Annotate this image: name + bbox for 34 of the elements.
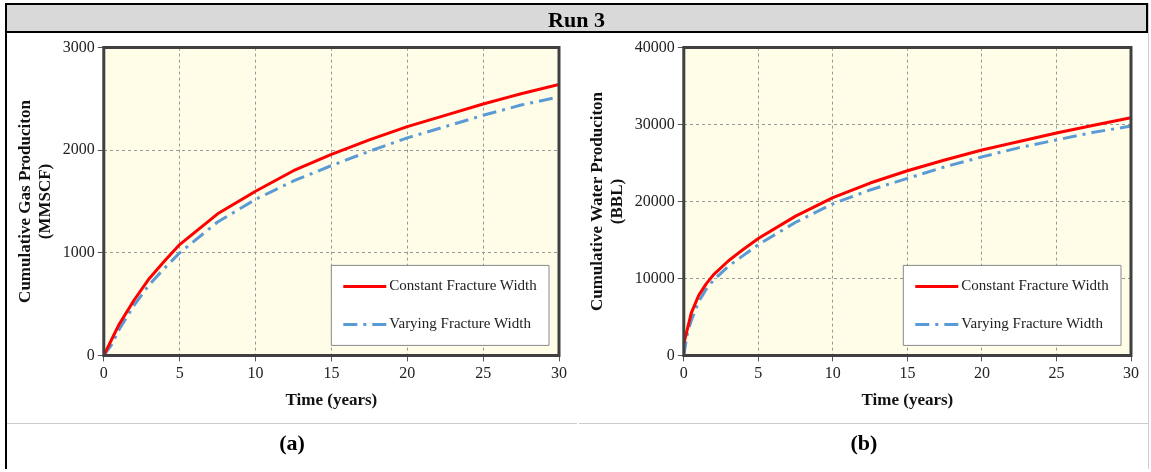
y-tick-label: 1000 <box>62 243 95 260</box>
x-tick-label: 20 <box>973 364 990 382</box>
y-tick-label: 0 <box>666 345 675 363</box>
x-tick-label: 15 <box>323 364 340 382</box>
legend-label: Constant Fracture Width <box>389 277 538 294</box>
y-tick-label: 40000 <box>634 37 675 55</box>
y-tick-label: 10000 <box>634 268 675 286</box>
x-tick-label: 5 <box>175 364 184 382</box>
text: (b) <box>579 423 1149 456</box>
x-tick-label: 15 <box>899 364 916 382</box>
text: (a) <box>7 423 577 456</box>
y-tick-label: 20000 <box>634 191 675 209</box>
x-tick-label: 10 <box>824 364 841 382</box>
x-tick-label: 10 <box>247 364 264 382</box>
y-tick-label: 3000 <box>62 37 95 55</box>
y-axis-title: Cumulative Gas Produciton (MMSCF) <box>14 99 54 303</box>
x-axis-title: Time (years) <box>285 390 378 410</box>
x-tick-label: 30 <box>1123 364 1139 382</box>
legend-label: Constant Fracture Width <box>961 277 1110 294</box>
x-tick-label: 25 <box>475 364 492 382</box>
x-tick-label: 20 <box>399 364 416 382</box>
y-tick-label: 30000 <box>634 114 675 132</box>
x-tick-label: 0 <box>99 364 108 382</box>
x-tick-label: 25 <box>1048 364 1065 382</box>
y-tick-label: 2000 <box>62 140 95 158</box>
y-axis-title: Cumulative Water Produciton (BBL) <box>586 91 626 312</box>
x-tick-label: 30 <box>551 364 567 382</box>
x-tick-label: 0 <box>679 364 688 382</box>
y-tick-label: 0 <box>86 345 95 363</box>
x-tick-label: 5 <box>754 364 763 382</box>
chart-title: Run 3 <box>7 3 1148 33</box>
x-axis-title: Time (years) <box>861 390 954 410</box>
legend-label: Varying Fracture Width <box>961 315 1104 332</box>
legend-label: Varying Fracture Width <box>389 315 532 332</box>
